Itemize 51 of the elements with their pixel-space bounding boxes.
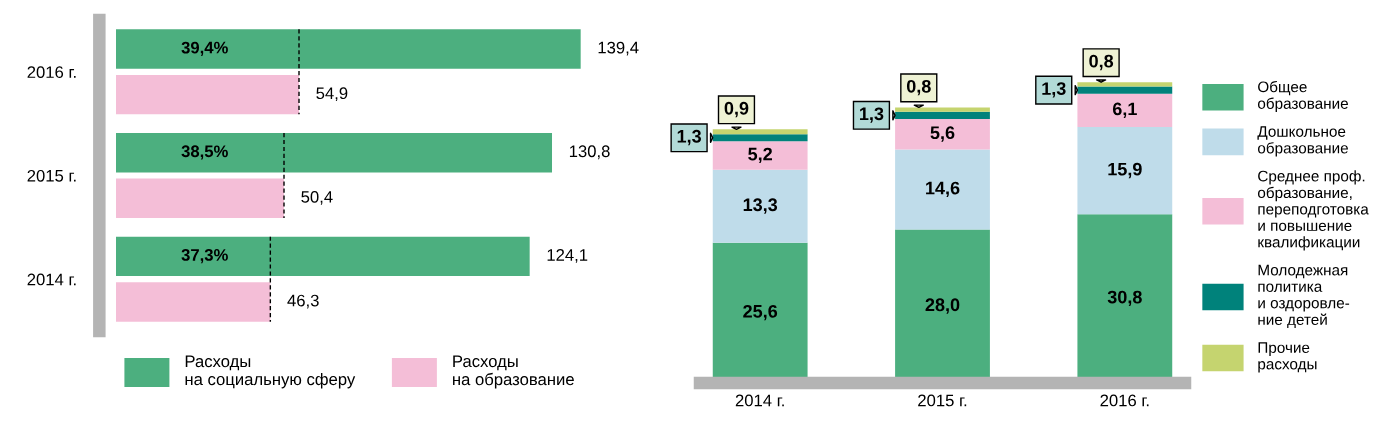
bar [895,149,990,230]
data-label: 13,3 [743,198,778,214]
data-label: 30,8 [1107,290,1142,307]
data-label: 28,0 [925,298,960,314]
bar [1077,93,1173,128]
bar [116,178,284,218]
y-tick-label: 2015 г. [27,169,76,182]
y-tick-label: 2016 г. [27,66,76,79]
x-tick-label: 2014 г. [735,394,784,407]
annotation: 38,5% [181,145,228,160]
data-label: 6,1 [1112,102,1137,118]
data-label: 139,4 [598,41,639,56]
legend-label: Расходы на социальную сферу [185,355,356,389]
legend-label: Общее образование [1257,80,1348,112]
bar [116,236,530,277]
legend-label: Дошкольное образование [1257,126,1348,157]
annotation: 37,3% [181,249,228,264]
legend-label: Расходы на образование [453,355,574,389]
y-tick-label: 2014 г. [27,273,76,286]
data-label: 1,3 [1042,82,1066,98]
data-label: 46,3 [287,294,319,309]
data-label: 5,6 [930,126,955,142]
bar [712,141,808,170]
data-label: 14,6 [926,181,960,198]
annotation: 39,4% [181,41,228,56]
data-label: 0,8 [906,79,931,96]
legend-label: Среднее проф. образование, переподготовка и повышение квалификации [1257,170,1369,251]
data-label: 5,2 [748,147,772,164]
data-label: 1,3 [860,107,884,123]
legend-label: Прочие расходы [1258,342,1317,373]
data-label: 15,9 [1108,162,1142,179]
bar [712,169,808,243]
data-label: 130,8 [569,145,610,160]
legend-label: Молодежная политика и оздоровле- ние детей [1258,264,1350,328]
bar [895,107,990,112]
bar [895,118,990,150]
bar [116,29,581,69]
data-label: 50,4 [301,190,333,205]
bar [116,74,299,115]
bar [116,133,553,173]
bar [116,282,271,322]
bar [1077,127,1173,215]
x-tick-label: 2016 г. [1100,394,1149,407]
data-label: 54,9 [316,87,348,102]
data-label: 0,9 [724,101,749,118]
x-tick-label: 2015 г. [918,394,967,407]
data-label: 0,8 [1089,54,1114,71]
bar [1077,82,1173,87]
data-label: 1,3 [677,129,701,146]
data-label: 25,6 [743,304,778,321]
data-label: 124,1 [547,249,588,263]
